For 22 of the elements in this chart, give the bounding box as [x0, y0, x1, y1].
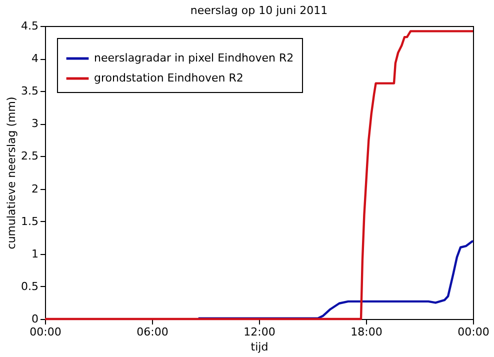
line-series — [197, 240, 474, 320]
x-tick-label: 18:00 — [350, 326, 382, 338]
line-series — [44, 30, 474, 320]
y-tick-label: 3.5 — [21, 84, 38, 98]
y-tick-label: 4.5 — [21, 20, 38, 32]
x-tick-label: 00:00 — [30, 326, 62, 338]
legend-label: grondstation Eindhoven R2 — [94, 72, 244, 84]
y-tick-label: 1 — [32, 247, 38, 260]
x-axis-title: tijd — [250, 340, 268, 354]
x-tick-label: 00:00 — [458, 326, 490, 338]
y-tick-label: 0 — [32, 312, 38, 326]
x-tick-label: 12:00 — [244, 326, 276, 338]
y-tick-label: 0.5 — [21, 280, 38, 293]
y-tick-label: 4 — [32, 52, 38, 66]
y-tick-label: 1.5 — [21, 214, 38, 228]
y-tick-label: 2.5 — [21, 150, 38, 163]
y-axis-title: cumulatieve neerslag (mm) — [5, 96, 18, 250]
y-tick-label: 3 — [32, 117, 38, 130]
x-tick-label: 06:00 — [136, 326, 168, 338]
y-tick-label: 2 — [32, 182, 38, 196]
chart-title: neerslag op 10 juni 2011 — [190, 4, 328, 17]
legend-label: neerslagradar in pixel Eindhoven R2 — [94, 52, 294, 64]
